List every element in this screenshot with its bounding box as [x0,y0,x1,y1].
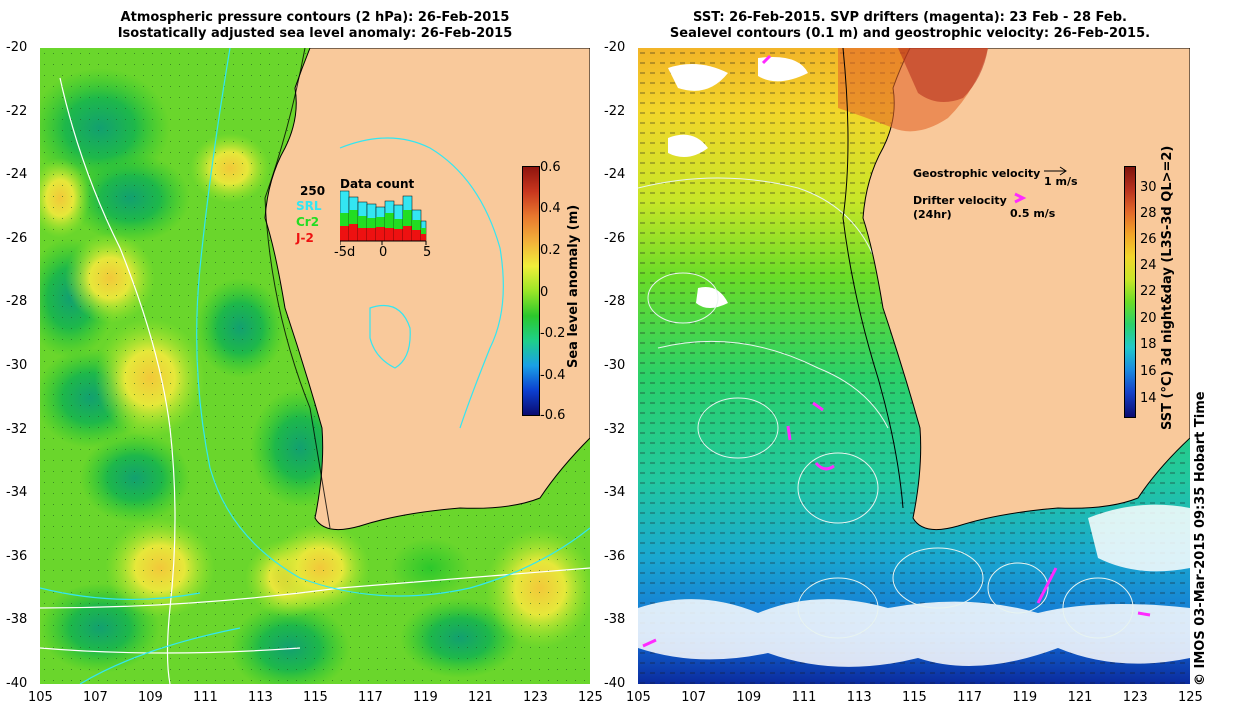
x-axis-tick-label: 121 [468,690,493,705]
y-axis-tick-label: -20 [6,40,28,55]
copyright-notice: © IMOS 03-Mar-2015 09:35 Hobart Time [1193,391,1208,686]
satellite-srl: SRL [296,199,322,213]
data-count-bars [340,190,427,242]
sst-tick: 30 [1140,180,1157,195]
satellite-cr2: Cr2 [296,215,320,229]
y-axis-tick-label: -22 [604,103,626,119]
y-axis-tick-label: -34 [604,485,626,501]
sst-tick: 24 [1140,258,1157,273]
sla-tick: 0.2 [540,243,561,258]
inset-x-tick: 0 [379,245,388,260]
sla-tick: 0.6 [540,160,561,175]
sla-tick: -0.6 [540,408,566,423]
sst-map-svg [638,48,1190,684]
geostrophic-velocity-scale: 1 m/s [1044,175,1078,188]
y-axis-tick-label: -36 [604,548,626,564]
right-title-line2: Sealevel contours (0.1 m) and geostrophi… [669,26,1151,41]
x-axis-tick-label: 115 [902,690,927,705]
inset-x-tick: 5 [423,245,432,260]
y-axis-tick-label: -34 [6,485,28,501]
y-axis-tick-label: -38 [6,612,28,628]
sst-colorbar [1124,166,1136,418]
sst-tick: 26 [1140,232,1157,247]
x-axis-tick-label: 121 [1067,690,1093,705]
sla-tick: 0 [540,285,549,300]
data-count-label: Data count [340,177,415,191]
y-axis-tick-label: -24 [6,167,28,183]
sst-tick: 20 [1140,311,1157,326]
y-axis-tick-label: -36 [6,548,28,564]
y-axis-tick-label: -20 [604,40,626,55]
sea-level-anomaly-map [40,48,590,684]
x-axis-tick-label: 105 [28,690,53,705]
x-axis-tick-label: 123 [1122,690,1148,705]
x-axis-tick-label: 119 [413,690,438,705]
x-axis-tick-label: 105 [626,690,651,705]
sla-tick: -0.4 [540,368,566,383]
sla-colorbar [522,166,540,416]
y-axis-tick-label: -38 [604,612,626,628]
y-axis-tick-label: -30 [6,358,28,373]
x-axis-tick-label: 117 [957,690,983,705]
left-title-line2: Isostatically adjusted sea level anomaly… [117,26,513,41]
sla-tick: 0.4 [540,201,561,216]
sst-map [638,48,1190,684]
sst-tick: 28 [1140,206,1157,221]
satellite-j2: J-2 [296,231,314,245]
x-axis-tick-label: 117 [358,690,383,705]
x-axis-tick-label: 119 [1012,690,1038,705]
x-axis-tick-label: 107 [681,690,707,705]
left-title-line1: Atmospheric pressure contours (2 hPa): 2… [120,10,510,25]
drifter-velocity-sub: (24hr) [913,208,952,221]
x-axis-tick-label: 115 [303,690,328,705]
x-axis-tick-label: 125 [1178,690,1203,705]
y-axis-tick-label: -22 [6,103,28,119]
sst-tick: 14 [1140,391,1157,406]
sst-colorbar-label: SST (°C) 3d night&day (L3S-3d QL>=2) [1160,145,1175,430]
y-axis-tick-label: -32 [604,421,626,437]
x-axis-tick-label: 107 [83,690,108,705]
x-axis-tick-label: 123 [523,690,548,705]
x-axis-tick-label: 125 [578,690,603,705]
y-axis-tick-label: -40 [6,676,28,691]
y-axis-tick-label: -28 [604,294,626,310]
sla-colorbar-label: Sea level anomaly (m) [566,204,581,368]
y-axis-tick-label: -30 [604,358,626,373]
sst-tick: 22 [1140,284,1157,299]
x-axis-tick-label: 109 [138,690,163,705]
sla-tick: -0.2 [540,326,566,341]
sea-level-anomaly-map-svg [40,48,590,684]
y-axis-tick-label: -40 [604,676,626,691]
data-count-max: 250 [300,184,326,198]
sst-tick: 18 [1140,337,1157,352]
x-axis-tick-label: 111 [791,690,817,705]
sst-tick: 16 [1140,364,1157,379]
y-axis-tick-label: -28 [6,294,28,310]
x-axis-tick-label: 109 [736,690,762,705]
drifter-velocity-scale: 0.5 m/s [1010,207,1056,220]
x-axis-tick-label: 111 [193,690,218,705]
x-axis-tick-label: 113 [248,690,273,705]
inset-x-tick: -5d [334,245,356,260]
x-axis-tick-label: 113 [846,690,872,705]
y-axis-tick-label: -26 [6,230,28,246]
y-axis-tick-label: -32 [6,421,28,437]
y-axis-tick-label: -24 [604,167,626,183]
data-count-inset [340,190,427,245]
right-title-line1: SST: 26-Feb-2015. SVP drifters (magenta)… [693,10,1127,25]
drifter-velocity-label: Drifter velocity [913,194,1007,207]
geostrophic-velocity-label: Geostrophic velocity [913,167,1041,180]
y-axis-tick-label: -26 [604,230,626,246]
